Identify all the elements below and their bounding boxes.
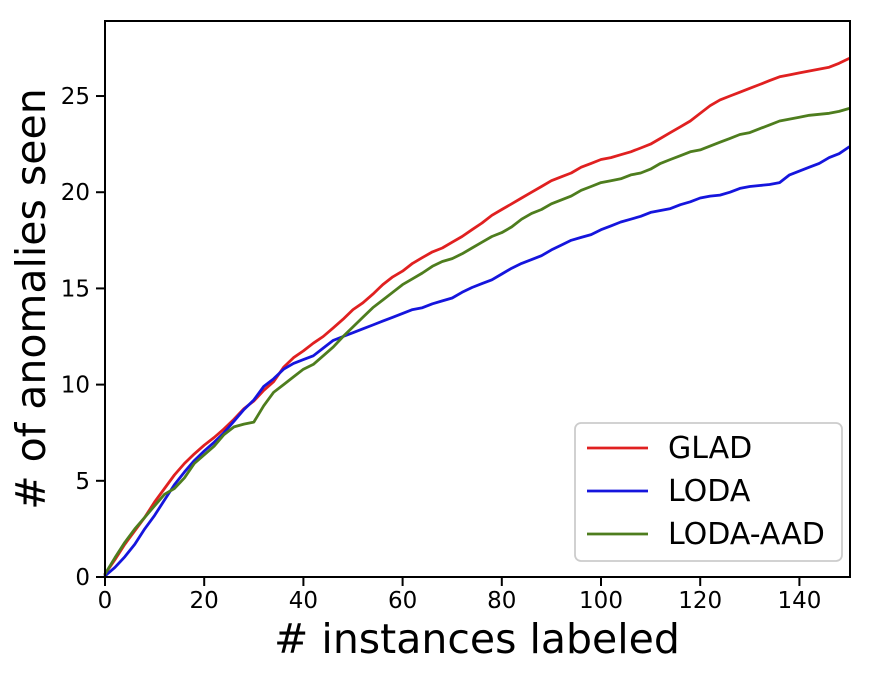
y-axis-ticks: 0 5 10 15 20 25 (61, 84, 105, 591)
x-tick-label: 40 (289, 588, 318, 614)
series-line-loda-aad (103, 107, 851, 576)
legend-label-loda: LODA (668, 474, 751, 509)
plot-frame (104, 20, 851, 578)
x-axis-label: # instances labeled (274, 615, 680, 663)
x-tick-label: 100 (579, 588, 623, 614)
x-tick-label: 20 (190, 588, 219, 614)
x-tick-label: 80 (487, 588, 516, 614)
y-axis-label: # of anomalies seen (7, 88, 55, 509)
legend-label-loda-aad: LODA-AAD (668, 517, 825, 552)
x-tick-label: 60 (388, 588, 417, 614)
x-tick-label: 120 (678, 588, 722, 614)
y-tick-label: 10 (61, 373, 90, 399)
y-tick-label: 20 (61, 180, 90, 206)
series-line-glad (103, 57, 851, 576)
legend-box (574, 422, 843, 562)
y-tick-label: 5 (75, 469, 90, 495)
series-lines (103, 57, 851, 578)
y-tick-label: 25 (61, 84, 90, 110)
series-line-loda (103, 145, 851, 578)
legend-label-glad: GLAD (668, 431, 752, 466)
x-tick-label: 140 (777, 588, 821, 614)
y-tick-label: 15 (61, 276, 90, 302)
y-tick-label: 0 (75, 565, 90, 591)
legend: GLAD LODA LODA-AAD (574, 422, 843, 562)
x-axis-ticks: 0 20 40 60 80 100 120 140 (98, 577, 821, 614)
x-tick-label: 0 (98, 588, 113, 614)
